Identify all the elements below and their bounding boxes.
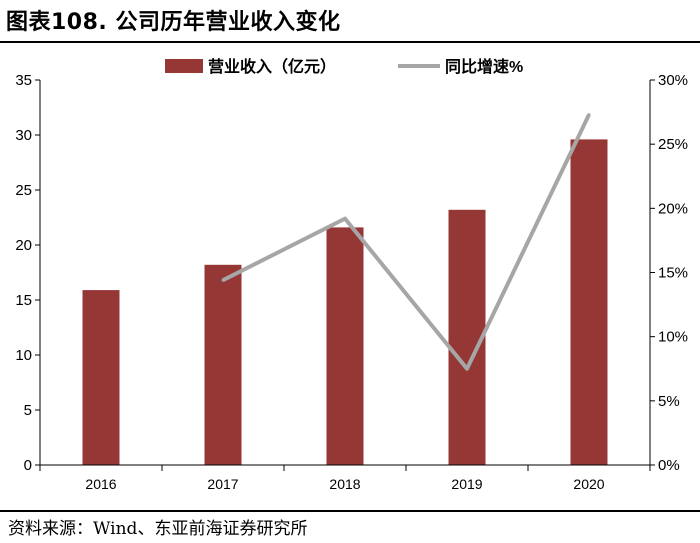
left-tick-label: 25 [15, 182, 32, 199]
legend-line-label: 同比增速% [445, 57, 523, 76]
x-tick-label: 2018 [329, 476, 360, 492]
bar-2019 [448, 209, 486, 465]
left-tick-label: 15 [15, 292, 32, 309]
title-divider [0, 41, 700, 43]
x-tick-label: 2016 [85, 476, 116, 492]
growth-point-2018 [343, 217, 347, 221]
right-tick-label: 0% [658, 457, 680, 474]
x-tick-label: 2017 [207, 476, 238, 492]
source-note: 资料来源：Wind、东亚前海证券研究所 [8, 519, 308, 539]
x-tick-label: 2019 [451, 476, 482, 492]
right-tick-label: 20% [658, 200, 688, 217]
left-tick-label: 20 [15, 237, 32, 254]
line-series [221, 113, 591, 371]
growth-line [222, 113, 591, 371]
legend-bar-swatch [165, 59, 203, 73]
right-tick-label: 25% [658, 136, 688, 153]
right-tick-label: 30% [658, 72, 688, 89]
growth-point-2017 [221, 278, 225, 282]
growth-point-2019 [465, 367, 469, 371]
growth-point-2020 [587, 113, 591, 117]
left-axis: 0 5 10 15 20 25 30 35 [15, 72, 41, 474]
bar-2017 [204, 264, 242, 465]
left-tick-label: 0 [24, 457, 32, 474]
right-tick-label: 15% [658, 265, 688, 282]
legend-bar-label: 营业收入（亿元） [208, 57, 336, 76]
left-tick-label: 5 [24, 402, 32, 419]
footer-divider [0, 510, 700, 512]
bar-series [82, 139, 608, 465]
left-tick-label: 35 [15, 72, 32, 89]
x-tick-label: 2020 [573, 476, 604, 492]
figure-title: 图表108. 公司历年营业收入变化 [6, 10, 341, 35]
bar-2018 [326, 227, 364, 465]
left-tick-label: 10 [15, 347, 32, 364]
right-tick-label: 10% [658, 329, 688, 346]
right-axis: 0% 5% 10% 15% 20% 25% 30% [649, 72, 688, 474]
bar-2016 [82, 290, 120, 465]
right-tick-label: 5% [658, 393, 680, 410]
left-tick-label: 30 [15, 127, 32, 144]
x-axis: 2016 2017 2018 2019 2020 [39, 464, 651, 492]
bar-2020 [570, 139, 608, 465]
legend: 营业收入（亿元） 同比增速% [165, 57, 523, 76]
